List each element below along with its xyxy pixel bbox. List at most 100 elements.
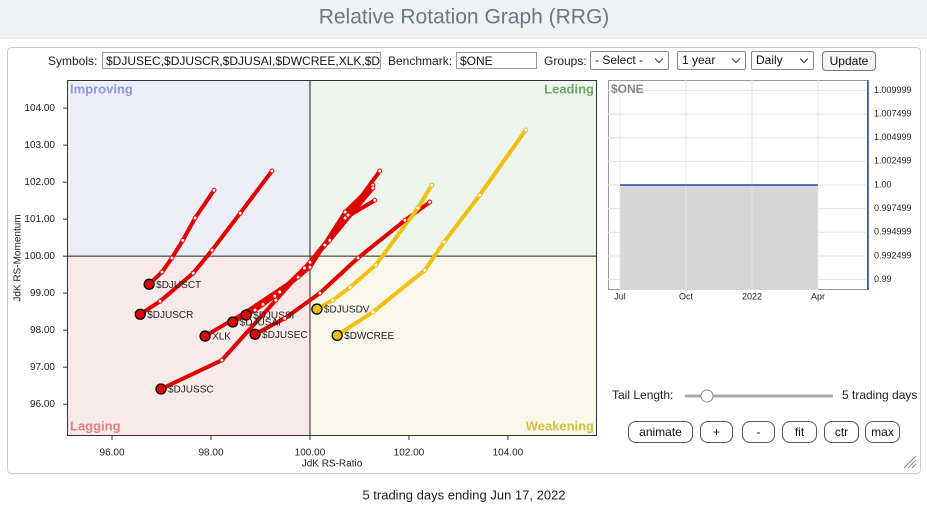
tail-button[interactable]: +	[700, 421, 733, 443]
tail-point	[373, 262, 379, 268]
tail-point	[523, 127, 529, 133]
y-tick-label: 0.99	[874, 274, 892, 284]
tail-point	[282, 315, 288, 321]
x-tick-label: Apr	[811, 291, 825, 301]
quadrant-label: Weakening	[526, 418, 594, 433]
tail-point	[347, 284, 353, 290]
tail-point	[402, 217, 408, 223]
x-tick-label: 104.00	[493, 448, 524, 459]
mini-title: $ONE	[611, 82, 644, 96]
tail-point	[192, 215, 198, 221]
head-marker	[311, 303, 323, 315]
tail-point	[422, 267, 428, 273]
head-marker	[143, 278, 155, 290]
tail-point	[157, 298, 163, 304]
interval-select[interactable]: Daily	[751, 51, 814, 70]
tail-point	[252, 307, 258, 313]
quadrant	[67, 256, 310, 436]
series-label: $DJUSSC	[168, 385, 214, 396]
tail-button[interactable]: animate	[628, 421, 693, 443]
tail	[335, 127, 528, 338]
slider-knob[interactable]	[700, 389, 714, 403]
tail-point	[277, 289, 283, 295]
x-tick-label: Jul	[614, 291, 626, 301]
header-band	[0, 0, 927, 38]
y-tick-label: 0.997499	[874, 203, 912, 213]
plot-border	[67, 80, 597, 436]
y-tick-label: 102.00	[24, 177, 55, 188]
y-tick-label: 99.00	[30, 288, 55, 299]
tail-point	[211, 187, 217, 193]
x-axis-label: JdK RS-Ratio	[302, 459, 363, 470]
tail-button[interactable]: -	[742, 421, 775, 443]
tail-point	[429, 182, 435, 188]
tail-point	[377, 168, 383, 174]
symbols-label: Symbols:	[48, 54, 98, 68]
y-tick-label: 103.00	[24, 140, 55, 151]
tail-point	[372, 197, 378, 203]
x-tick-label: 100.00	[295, 448, 326, 459]
tail-point	[345, 212, 351, 218]
symbols-input[interactable]: $DJUSEC,$DJUSCR,$DJUSAI,$DWCREE,XLK,$D	[102, 52, 381, 69]
tail-point	[355, 255, 361, 261]
tail-button[interactable]: max	[865, 421, 900, 443]
tail-point	[322, 242, 328, 248]
tail-point	[370, 309, 376, 315]
y-tick-label: 1.002499	[874, 156, 912, 166]
tail-point	[295, 274, 301, 280]
quadrant-label: Lagging	[70, 418, 121, 433]
tail-button[interactable]: ctr	[824, 421, 859, 443]
y-tick-label: 98.00	[30, 325, 55, 336]
y-axis-label: JdK RS-Momentum	[13, 214, 24, 301]
y-tick-label: 100.00	[24, 251, 55, 262]
tail-point	[317, 290, 323, 296]
head-marker	[227, 316, 239, 328]
series-label: $DWCREE	[344, 331, 394, 342]
head-marker	[331, 329, 343, 341]
y-tick-label: 96.00	[30, 399, 55, 410]
benchmark-chart: 1.009999 1.007499 1.004999 1.002499 1.00 0.99…	[608, 80, 912, 301]
y-tick-label: 104.00	[24, 103, 55, 114]
y-tick-label: 101.00	[24, 214, 55, 225]
series-label: $DJUSAI	[240, 318, 281, 329]
y-tick-label: 1.00	[874, 179, 892, 189]
head-marker	[240, 309, 252, 321]
tail-point	[219, 357, 225, 363]
quadrant	[309, 256, 597, 436]
tail-point	[415, 205, 421, 211]
x-tick-label: 2022	[742, 291, 762, 301]
tail-point	[330, 297, 336, 303]
tail-point	[342, 215, 348, 221]
tail-point	[273, 297, 279, 303]
tail-point	[260, 301, 266, 307]
tail	[147, 188, 216, 287]
tail-point	[209, 247, 215, 253]
y-tick-label: 1.004999	[874, 132, 912, 142]
tail-point	[272, 293, 278, 299]
series-label: XLK	[212, 332, 231, 343]
tail-point	[370, 185, 376, 191]
series-label: $DJUSCR	[147, 310, 193, 321]
series-label: $DJUSCT	[156, 280, 201, 291]
tail-point	[180, 237, 186, 243]
tail-point	[237, 210, 243, 216]
groups-select[interactable]: - Select -	[590, 51, 669, 70]
benchmark-input[interactable]: $ONE	[456, 52, 537, 69]
tail-point	[169, 255, 175, 261]
tail-point	[190, 270, 196, 276]
tail-point	[477, 192, 483, 198]
period-select[interactable]: 1 year	[677, 51, 746, 70]
update-button[interactable]: Update	[822, 51, 876, 71]
tail-point	[159, 269, 165, 275]
tail-point	[427, 199, 433, 205]
tail-point	[302, 265, 308, 271]
series-label: $DJUSSI	[253, 311, 294, 322]
y-tick-label: 0.992499	[874, 250, 912, 260]
tail-point	[327, 237, 333, 243]
x-tick-label: Oct	[679, 291, 694, 301]
series-label: $DJUSDV	[324, 305, 370, 316]
quadrant-label: Improving	[70, 81, 133, 96]
page-title: Relative Rotation Graph (RRG)	[319, 6, 610, 29]
tail-button[interactable]: fit	[782, 421, 817, 443]
